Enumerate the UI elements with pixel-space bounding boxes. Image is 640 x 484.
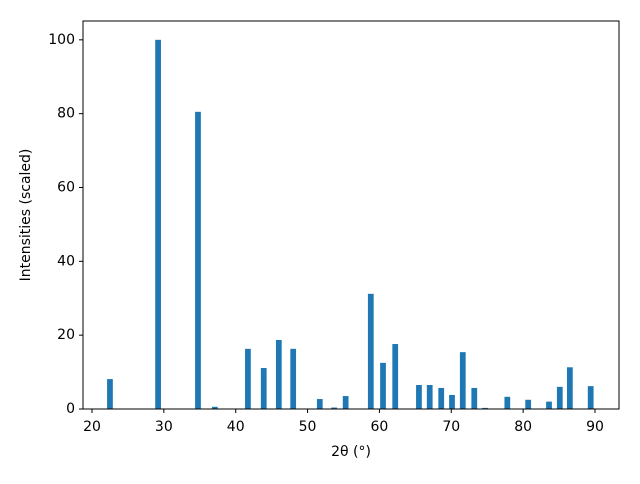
bar: [416, 385, 422, 409]
bar: [380, 362, 386, 409]
x-tick-label: 80: [514, 419, 532, 435]
bar: [316, 399, 323, 409]
bar: [392, 344, 399, 409]
bar: [566, 367, 573, 409]
bar: [260, 368, 267, 409]
y-axis-label: Intensities (scaled): [18, 149, 34, 282]
bar: [438, 387, 445, 409]
bar: [556, 386, 563, 409]
bar: [107, 379, 113, 409]
bar: [331, 407, 338, 409]
y-tick-label: 80: [57, 106, 75, 122]
bar: [245, 348, 251, 409]
y-tick-label: 20: [57, 327, 75, 343]
y-tick-label: 60: [57, 179, 75, 195]
bar: [275, 339, 282, 409]
bar: [449, 394, 455, 409]
y-tick-label: 40: [57, 253, 75, 269]
bar: [482, 407, 488, 409]
bar: [546, 401, 552, 409]
bar: [211, 406, 218, 409]
x-axis-label: 2θ (°): [331, 444, 371, 460]
x-tick-label: 90: [586, 419, 604, 435]
y-tick-label: 100: [48, 32, 75, 48]
plot-frame: [82, 20, 620, 410]
x-tick-label: 50: [299, 419, 317, 435]
bar: [504, 396, 511, 409]
bar: [290, 348, 297, 409]
bar: [195, 111, 201, 409]
x-tick-label: 60: [371, 419, 389, 435]
bar: [155, 39, 161, 409]
bar: [525, 399, 532, 409]
x-tick-label: 20: [83, 419, 101, 435]
bar: [426, 385, 433, 409]
x-tick-label: 30: [155, 419, 173, 435]
bar: [342, 396, 349, 409]
x-tick-label: 40: [227, 419, 245, 435]
bar: [367, 293, 374, 409]
x-tick-label: 70: [442, 419, 460, 435]
bar: [471, 387, 478, 409]
bar: [459, 352, 466, 409]
y-tick-label: 0: [66, 401, 75, 417]
bar: [587, 386, 594, 409]
